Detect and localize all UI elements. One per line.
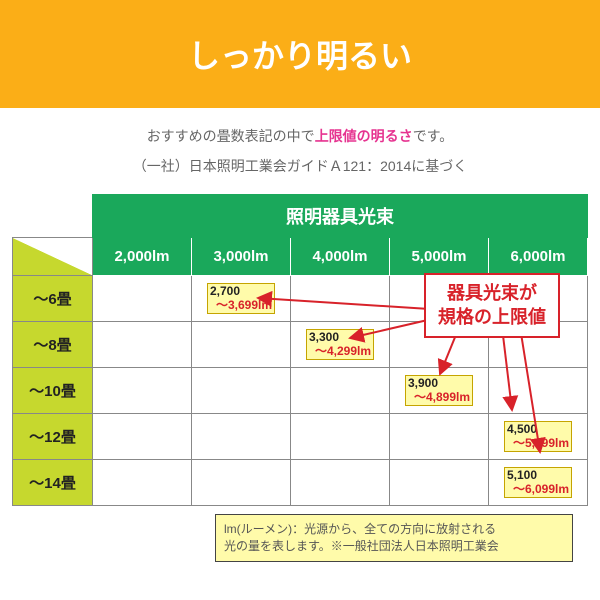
lumen-table-wrap: 照明器具光束 2,000lm 3,000lm 4,000lm 5,000lm 6… <box>12 194 588 506</box>
triangle-cell <box>13 238 93 276</box>
corner-blank <box>13 195 93 238</box>
cell-6jo: 2,700～3,699lm <box>192 276 291 322</box>
footnote-line1: lm(ルーメン)：光源から、全ての方向に放射される <box>224 522 496 536</box>
callout-box: 器具光束が 規格の上限値 <box>424 273 560 338</box>
chip-top: 3,900 <box>408 377 470 391</box>
row-head-4: ～14畳 <box>13 460 93 506</box>
callout-line2: 規格の上限値 <box>438 307 546 327</box>
subtitle-line1: おすすめの畳数表記の中で上限値の明るさです。 <box>0 126 600 146</box>
row-head-0: ～6畳 <box>13 276 93 322</box>
row-head-2: ～10畳 <box>13 368 93 414</box>
subtitle-line2: （一社）日本照明工業会ガイドＡ121：2014に基づく <box>0 156 600 176</box>
cell-8jo: 3,300～4,299lm <box>291 322 390 368</box>
lumen-table: 照明器具光束 2,000lm 3,000lm 4,000lm 5,000lm 6… <box>12 194 588 506</box>
cell-12jo: 4,500～5,499lm <box>489 414 588 460</box>
table-row: ～14畳 5,100～6,099lm <box>13 460 588 506</box>
lumen-chip: 5,100～6,099lm <box>504 467 572 499</box>
table-row: ～12畳 4,500～5,499lm <box>13 414 588 460</box>
subtitle-area: おすすめの畳数表記の中で上限値の明るさです。 （一社）日本照明工業会ガイドＡ12… <box>0 108 600 186</box>
chip-top: 3,300 <box>309 331 371 345</box>
col-head-4: 6,000lm <box>489 238 588 276</box>
chip-bot: ～4,899lm <box>408 391 470 405</box>
chip-bot: ～4,299lm <box>309 345 371 359</box>
header-banner: しっかり明るい <box>0 0 600 108</box>
lumen-chip: 4,500～5,499lm <box>504 421 572 453</box>
table-row: ～10畳 3,900～4,899lm <box>13 368 588 414</box>
callout-line1: 器具光束が <box>447 283 537 303</box>
subtitle-pink: 上限値の明るさ <box>315 128 413 144</box>
chip-bot: ～3,699lm <box>210 299 272 313</box>
chip-top: 5,100 <box>507 469 569 483</box>
cell-14jo: 5,100～6,099lm <box>489 460 588 506</box>
chip-bot: ～5,499lm <box>507 437 569 451</box>
chip-top: 2,700 <box>210 285 272 299</box>
table-top-header: 照明器具光束 <box>93 195 588 238</box>
subtitle-after: です。 <box>413 128 454 144</box>
chip-top: 4,500 <box>507 423 569 437</box>
row-head-3: ～12畳 <box>13 414 93 460</box>
lumen-chip: 3,300～4,299lm <box>306 329 374 361</box>
lumen-chip: 3,900～4,899lm <box>405 375 473 407</box>
lumen-chip: 2,700～3,699lm <box>207 283 275 315</box>
row-head-1: ～8畳 <box>13 322 93 368</box>
col-head-1: 3,000lm <box>192 238 291 276</box>
col-head-3: 5,000lm <box>390 238 489 276</box>
chip-bot: ～6,099lm <box>507 483 569 497</box>
footnote-line2: 光の量を表します。※一般社団法人日本照明工業会 <box>224 539 499 553</box>
col-head-2: 4,000lm <box>291 238 390 276</box>
col-head-0: 2,000lm <box>93 238 192 276</box>
cell-10jo: 3,900～4,899lm <box>390 368 489 414</box>
footnote-box: lm(ルーメン)：光源から、全ての方向に放射される 光の量を表します。※一般社団… <box>215 514 573 562</box>
subtitle-before: おすすめの畳数表記の中で <box>147 128 315 144</box>
